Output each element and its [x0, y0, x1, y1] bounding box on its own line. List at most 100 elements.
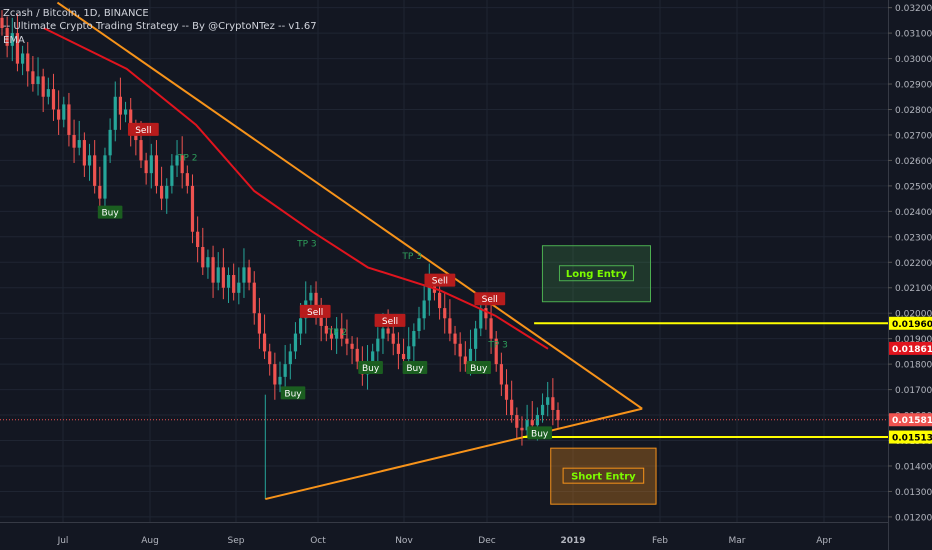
candle	[226, 267, 231, 304]
candle-body	[293, 333, 298, 352]
signal-box	[358, 360, 383, 374]
candle-body	[190, 185, 195, 232]
candle	[335, 317, 339, 354]
candle	[108, 118, 112, 163]
candle	[340, 313, 344, 347]
time-tick-label: 2019	[560, 536, 585, 546]
signal-buy: Buy	[358, 360, 383, 374]
price-label: 0.015816	[889, 413, 932, 427]
candle	[46, 77, 50, 105]
candle	[0, 10, 4, 36]
candle	[448, 299, 452, 342]
candle-body	[221, 267, 225, 288]
time-axis: Jul Aug Sep Oct Nov Dec 2019 Feb Mar Apr	[57, 536, 833, 546]
candle	[252, 271, 256, 325]
signal-text: Buy	[362, 364, 380, 374]
signal-text: Buy	[406, 364, 424, 374]
candle	[20, 45, 25, 76]
candle-body	[278, 376, 282, 385]
trendline	[56, 1, 643, 410]
candles	[0, 10, 560, 446]
zone-label-long: Long Entry	[566, 269, 628, 280]
indicator-label: -- Ultimate Crypto Trading Strategy -- B…	[3, 21, 317, 32]
candle	[72, 119, 76, 163]
candle-body	[232, 275, 236, 293]
candle-body	[31, 71, 35, 85]
signal-sell: Sell	[374, 313, 406, 327]
candle-body	[62, 104, 66, 120]
candle-body	[479, 308, 483, 329]
candle-body	[484, 308, 488, 319]
signal-box	[127, 122, 159, 136]
candle	[283, 345, 287, 389]
candle	[329, 325, 334, 351]
candle-body	[371, 351, 375, 365]
candle-body	[273, 364, 277, 385]
candle-body	[314, 292, 318, 314]
candle-body	[463, 356, 467, 365]
candle-body	[139, 140, 143, 161]
candle-body	[108, 129, 112, 156]
chart-title: Zcash / Bitcoin, 1D, BINANCE	[3, 8, 149, 19]
candle-body	[196, 231, 200, 247]
candle-body	[401, 353, 406, 360]
candle	[149, 143, 153, 189]
candle	[458, 332, 462, 372]
candle-body	[10, 33, 14, 46]
candle	[185, 165, 189, 194]
candle	[190, 174, 195, 244]
candle	[525, 404, 529, 438]
candle-body	[180, 155, 184, 174]
candle-body	[129, 109, 133, 135]
candle-body	[448, 318, 452, 334]
candle-body	[51, 89, 56, 110]
candle-body	[175, 155, 179, 166]
candle	[376, 327, 380, 363]
candle	[247, 259, 251, 291]
price-label-text: 0.015136	[892, 434, 932, 444]
candle	[15, 14, 20, 72]
candle-body	[103, 155, 107, 199]
time-tick-label: Aug	[141, 536, 159, 546]
ema-label: EMA	[3, 35, 25, 46]
tp-label: TP 2	[177, 153, 198, 163]
candle-body	[252, 282, 256, 314]
candle	[67, 92, 71, 147]
candle	[237, 267, 241, 305]
signal-text: Sell	[135, 126, 151, 136]
candle-body	[165, 185, 169, 199]
candle-body	[453, 333, 457, 344]
candle-body	[458, 343, 462, 357]
candle	[216, 252, 220, 291]
candle-body	[283, 364, 287, 377]
candle	[494, 331, 498, 372]
price-label: 0.019604	[889, 316, 932, 330]
candle	[26, 42, 30, 87]
candle-body	[26, 53, 30, 72]
candle	[31, 56, 35, 92]
candle-body	[15, 33, 20, 64]
candle-body	[412, 331, 416, 347]
trendline	[265, 407, 643, 501]
candle	[437, 281, 442, 320]
candle	[118, 77, 123, 130]
tp-label: TP 2	[327, 328, 348, 338]
candle	[268, 343, 272, 376]
candle	[350, 336, 354, 365]
candle-body	[57, 109, 61, 120]
signal-sell: Sell	[474, 292, 506, 306]
candle-body	[422, 300, 426, 319]
candle	[180, 136, 184, 189]
candle-body	[20, 53, 25, 64]
candle-body	[309, 292, 313, 301]
candle-body	[77, 140, 81, 148]
signal-text: Buy	[284, 389, 302, 399]
candle	[443, 292, 447, 334]
